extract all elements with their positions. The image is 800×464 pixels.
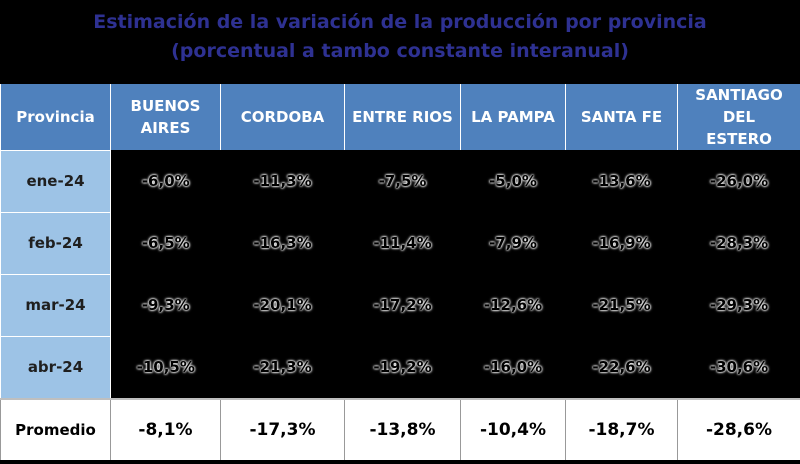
data-cell: -22,6% bbox=[565, 336, 678, 399]
data-cell: -9,3% bbox=[110, 274, 221, 336]
data-cell: -11,3% bbox=[220, 150, 345, 212]
data-cell: -17,2% bbox=[344, 274, 461, 336]
column-header: Provincia bbox=[0, 84, 111, 150]
data-cell: -21,3% bbox=[220, 336, 345, 399]
row-label: ene-24 bbox=[0, 149, 111, 213]
column-header: BUENOS AIRES bbox=[110, 84, 221, 150]
column-header: CORDOBA bbox=[220, 84, 345, 150]
data-cell: -6,0% bbox=[110, 150, 221, 212]
data-cell: -16,9% bbox=[565, 212, 678, 274]
data-cell: -7,9% bbox=[460, 212, 566, 274]
average-cell: -18,7% bbox=[565, 397, 678, 460]
data-cell: -28,3% bbox=[677, 212, 800, 274]
data-cell: -16,3% bbox=[220, 212, 345, 274]
data-cell: -19,2% bbox=[344, 336, 461, 399]
data-cell: -30,6% bbox=[677, 336, 800, 399]
data-cell: -11,4% bbox=[344, 212, 461, 274]
data-cell: -21,5% bbox=[565, 274, 678, 336]
table-row: abr-24 -10,5% -21,3% -19,2% -16,0% -22,6… bbox=[0, 335, 800, 399]
average-row: Promedio -8,1% -17,3% -13,8% -10,4% -18,… bbox=[0, 397, 800, 460]
production-table: Provincia BUENOS AIRES CORDOBA ENTRE RIO… bbox=[0, 84, 800, 460]
data-cell: -12,6% bbox=[460, 274, 566, 336]
column-header: SANTIAGO DEL ESTERO bbox=[677, 84, 800, 150]
column-header: ENTRE RIOS bbox=[344, 84, 461, 150]
column-header: SANTA FE bbox=[565, 84, 678, 150]
table-row: feb-24 -6,5% -16,3% -11,4% -7,9% -16,9% … bbox=[0, 211, 800, 275]
average-cell: -10,4% bbox=[460, 397, 566, 460]
table-row: ene-24 -6,0% -11,3% -7,5% -5,0% -13,6% -… bbox=[0, 149, 800, 213]
title-line-2: (porcentual a tambo constante interanual… bbox=[171, 40, 629, 62]
average-cell: -13,8% bbox=[344, 397, 461, 460]
data-cell: -13,6% bbox=[565, 150, 678, 212]
data-cell: -5,0% bbox=[460, 150, 566, 212]
average-cell: -28,6% bbox=[677, 397, 800, 460]
average-cell: -17,3% bbox=[220, 397, 345, 460]
data-cell: -7,5% bbox=[344, 150, 461, 212]
data-cell: -26,0% bbox=[677, 150, 800, 212]
data-cell: -6,5% bbox=[110, 212, 221, 274]
data-cell: -29,3% bbox=[677, 274, 800, 336]
row-label: abr-24 bbox=[0, 335, 111, 399]
data-cell: -16,0% bbox=[460, 336, 566, 399]
row-label: mar-24 bbox=[0, 273, 111, 337]
row-label: feb-24 bbox=[0, 211, 111, 275]
data-cell: -20,1% bbox=[220, 274, 345, 336]
chart-title: Estimación de la variación de la producc… bbox=[0, 8, 800, 66]
column-header: LA PAMPA bbox=[460, 84, 566, 150]
table-row: mar-24 -9,3% -20,1% -17,2% -12,6% -21,5%… bbox=[0, 273, 800, 337]
average-label: Promedio bbox=[0, 397, 111, 460]
data-cell: -10,5% bbox=[110, 336, 221, 399]
header-row: Provincia BUENOS AIRES CORDOBA ENTRE RIO… bbox=[0, 84, 800, 150]
average-cell: -8,1% bbox=[110, 397, 221, 460]
title-line-1: Estimación de la variación de la producc… bbox=[93, 11, 707, 33]
